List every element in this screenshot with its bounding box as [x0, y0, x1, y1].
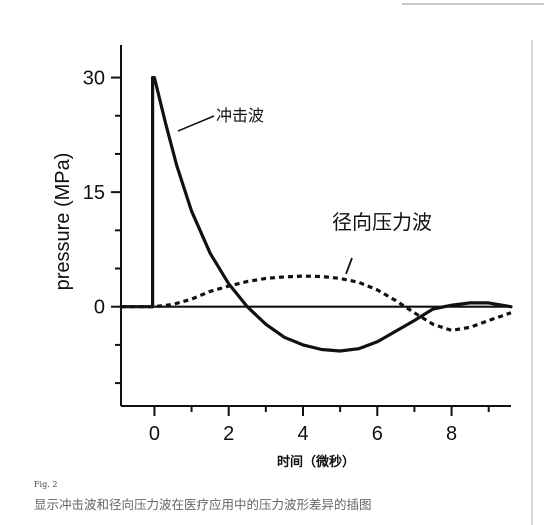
- shock-wave-annotation: 冲击波: [216, 106, 264, 125]
- right-divider: [531, 40, 533, 525]
- radial-pressure-wave-line: [121, 274, 512, 332]
- x-axis-label: 时间（微秒）: [277, 454, 355, 470]
- radial-wave-leader: [345, 257, 353, 275]
- figure-label: Fig. 2: [34, 480, 58, 489]
- x-tick-label: 8: [446, 423, 457, 445]
- x-tick-label: 2: [223, 423, 234, 445]
- y-tick-label: 0: [94, 297, 105, 319]
- y-tick-label: 30: [83, 68, 105, 90]
- x-tick-label: 0: [149, 423, 160, 445]
- x-tick-label: 6: [372, 423, 383, 445]
- figure-caption: 显示冲击波和径向压力波在医疗应用中的压力波形差异的插图: [34, 497, 372, 512]
- x-tick-label: 4: [297, 423, 308, 445]
- top-divider: [402, 3, 544, 5]
- shock-wave-leader: [177, 115, 215, 132]
- y-tick-label: 15: [83, 182, 105, 204]
- y-axis-label: pressure (MPa): [52, 153, 74, 291]
- shock-wave-line: [119, 76, 513, 353]
- radial-wave-annotation: 径向压力波: [332, 210, 432, 234]
